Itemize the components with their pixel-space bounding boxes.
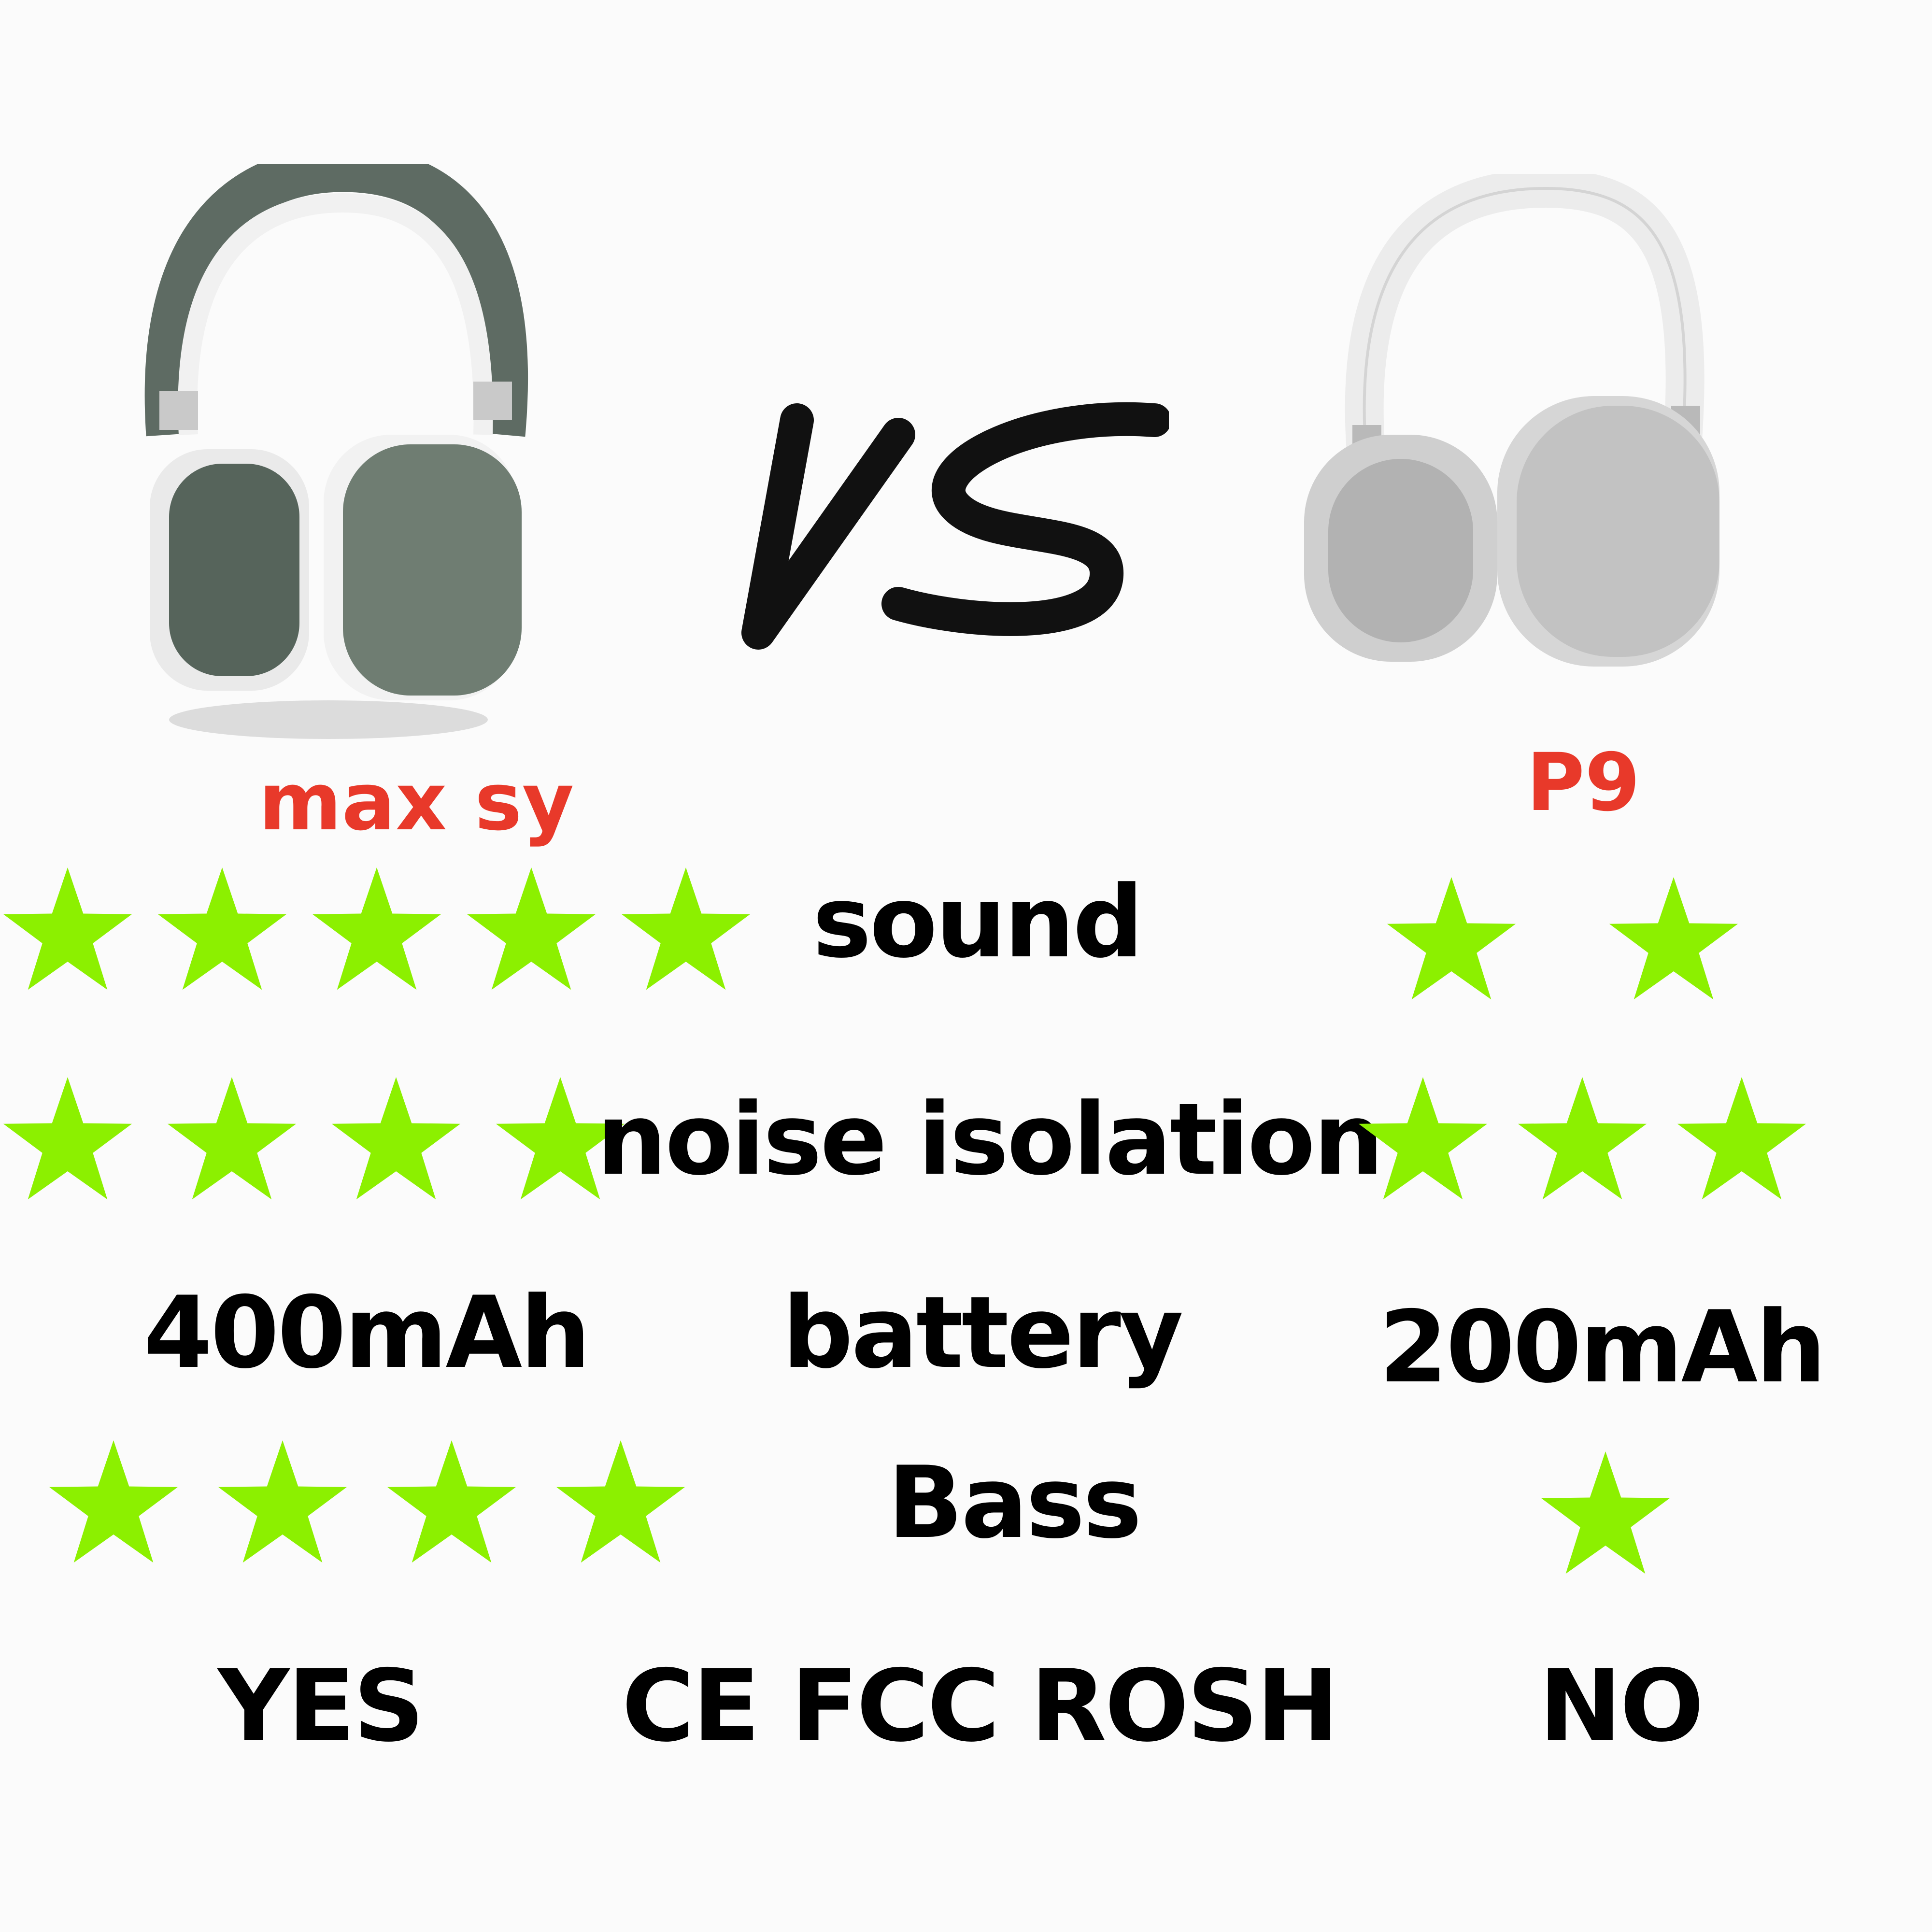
star-icon [218,1440,347,1563]
star-shape [331,1077,461,1200]
star-shape [218,1440,347,1563]
row-label-bass: Bass [887,1446,1142,1561]
star-shape [312,867,441,990]
noise-isolation-stars-right [1355,1075,1809,1205]
star-shape [1609,877,1738,1000]
star-shape [167,1077,297,1200]
row-label-sound: sound [812,865,1143,980]
star-icon [157,867,287,990]
max-sy-headphones-image [144,164,528,739]
star-shape [467,867,596,990]
star-icon [167,1077,297,1200]
star-shape [49,1440,178,1563]
product-name-left: max sy [258,755,574,848]
star-icon [467,867,596,990]
sound-stars-right [1384,875,1741,1005]
battery-value-right: 200mAh [1378,1290,1826,1405]
star-icon [3,1077,132,1200]
star-icon [312,867,441,990]
star-shape [1387,877,1516,1000]
star-shape [1541,1451,1670,1574]
star-shape [157,867,287,990]
star-shape [3,867,132,990]
bass-stars-left [46,1438,688,1568]
star-icon [1541,1451,1670,1574]
row-label-battery: battery [782,1276,1184,1391]
star-icon [1518,1077,1647,1200]
star-shape [1677,1077,1806,1200]
star-icon [1677,1077,1806,1200]
row-label-certification: CE FCC ROSH [622,1649,1339,1764]
p9-headphones-image [1304,174,1719,667]
star-shape [556,1440,685,1563]
certification-value-right: NO [1539,1649,1704,1764]
star-icon [1387,877,1516,1000]
star-icon [556,1440,685,1563]
vs-text: VS [739,391,740,392]
star-icon [621,867,751,990]
star-icon [496,1077,625,1200]
star-shape [387,1440,516,1563]
star-icon [49,1440,178,1563]
star-shape [621,867,751,990]
battery-value-left: 400mAh [143,1276,591,1391]
certification-value-left: YES [217,1649,425,1764]
star-icon [331,1077,461,1200]
noise-isolation-stars-left [0,1075,628,1205]
sound-stars-left [0,865,753,995]
bass-stars-right [1538,1449,1673,1579]
star-icon [1609,877,1738,1000]
star-icon [1358,1077,1488,1200]
product-name-right: P9 [1526,736,1640,829]
row-label-noise-isolation: noise isolation [596,1082,1384,1197]
star-shape [1358,1077,1488,1200]
vs-graphic: VS [739,391,1169,650]
star-shape [1518,1077,1647,1200]
star-shape [496,1077,625,1200]
star-icon [387,1440,516,1563]
star-icon [3,867,132,990]
star-shape [3,1077,132,1200]
